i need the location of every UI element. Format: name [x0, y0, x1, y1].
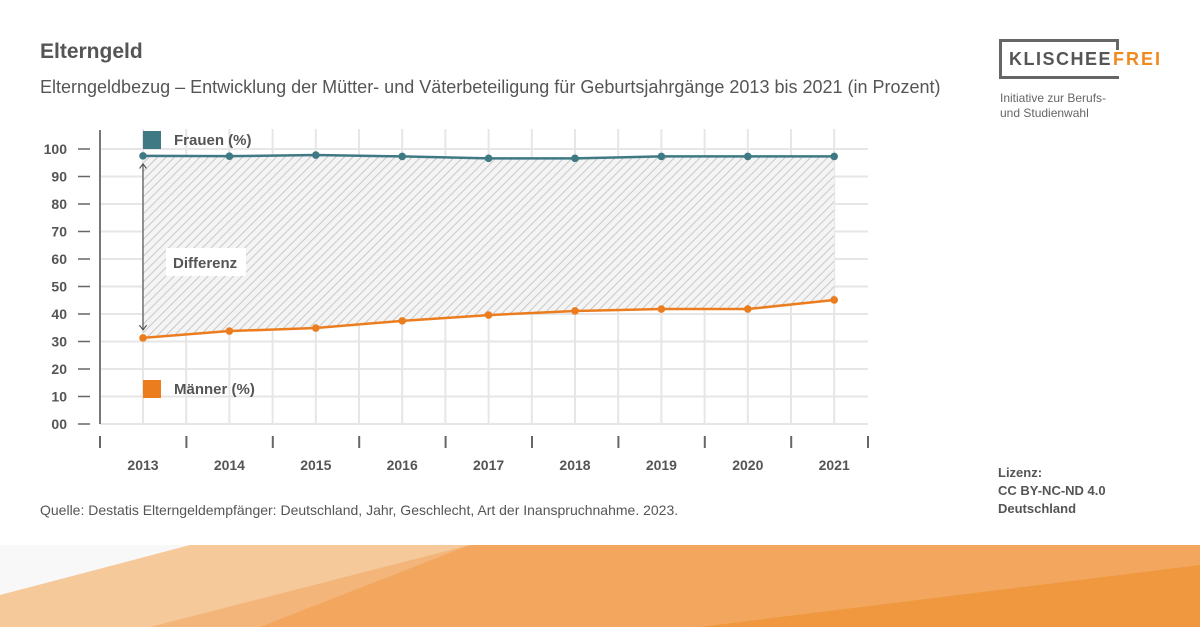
- maenner-point: [830, 296, 838, 304]
- frauen-point: [484, 154, 493, 163]
- license-label: Lizenz:: [998, 465, 1043, 480]
- maenner-point: [744, 305, 752, 313]
- difference-area: [143, 155, 835, 338]
- footer-decoration: [0, 545, 1200, 627]
- x-tick-label: 2020: [732, 457, 763, 473]
- tagline-line-2: und Studienwahl: [1000, 106, 1089, 120]
- y-tick-label: 40: [51, 306, 67, 322]
- y-tick-label: 00: [51, 416, 67, 432]
- page-subtitle: Elterngeldbezug – Entwicklung der Mütter…: [40, 77, 941, 97]
- legend-swatch-maenner: [143, 380, 161, 398]
- x-tick-label: 2015: [300, 457, 331, 473]
- frauen-point: [571, 154, 579, 163]
- frauen-point: [744, 152, 752, 161]
- frauen-point: [312, 151, 320, 159]
- logo-text-main: KLISCHEE: [1009, 49, 1113, 69]
- frauen-point: [225, 152, 234, 160]
- logo-frame: [999, 39, 1119, 79]
- page-title: Elterngeld: [40, 40, 143, 63]
- x-tick-label: 2016: [387, 457, 418, 473]
- frauen-point: [830, 152, 838, 161]
- tagline-line-1: Initiative zur Berufs-: [1000, 91, 1107, 105]
- maenner-point: [139, 334, 147, 342]
- source-note: Quelle: Destatis Elterngeldempfänger: De…: [40, 502, 679, 518]
- difference-label-bg: [166, 248, 246, 276]
- license-region: Deutschland: [998, 501, 1077, 516]
- y-tick-label: 30: [51, 334, 67, 350]
- maenner-point: [571, 307, 579, 315]
- maenner-point: [312, 324, 320, 332]
- maenner-point: [398, 317, 407, 325]
- logo-text-accent: FREI: [1113, 49, 1163, 69]
- maenner-point: [225, 327, 234, 335]
- maenner-point: [484, 311, 493, 319]
- legend-label-frauen: Frauen (%): [174, 132, 252, 149]
- y-tick-label: 20: [51, 361, 67, 377]
- legend-swatch-frauen: [143, 131, 161, 149]
- y-tick-label: 80: [51, 196, 67, 212]
- license-info: Lizenz: CC BY-NC-ND 4.0 Deutschland: [998, 464, 1106, 518]
- legend-label-maenner: Männer (%): [174, 381, 255, 398]
- y-tick-label: 70: [51, 224, 67, 240]
- y-tick-label: 60: [51, 251, 67, 267]
- x-tick-label: 2013: [127, 457, 158, 473]
- y-tick-label: 50: [51, 279, 67, 295]
- logo-tagline: Initiative zur Berufs- und Studienwahl: [1000, 91, 1160, 121]
- x-tick-label: 2019: [646, 457, 677, 473]
- x-tick-label: 2018: [559, 457, 590, 473]
- y-tick-label: 100: [44, 141, 68, 157]
- x-tick-label: 2014: [214, 457, 245, 473]
- y-tick-label: 90: [51, 169, 67, 185]
- maenner-point: [657, 305, 666, 313]
- frauen-point: [398, 152, 407, 161]
- frauen-point: [139, 152, 147, 160]
- license-name: CC BY-NC-ND 4.0: [998, 483, 1106, 498]
- frauen-point: [657, 152, 666, 161]
- x-tick-label: 2021: [819, 457, 850, 473]
- difference-label: Differenz: [173, 255, 237, 272]
- y-tick-label: 10: [51, 389, 67, 405]
- x-tick-label: 2017: [473, 457, 504, 473]
- line-chart: 00 10 20 30 40 50 60 70 80 90 100 2013 2014 2015 2016 2…: [44, 129, 869, 473]
